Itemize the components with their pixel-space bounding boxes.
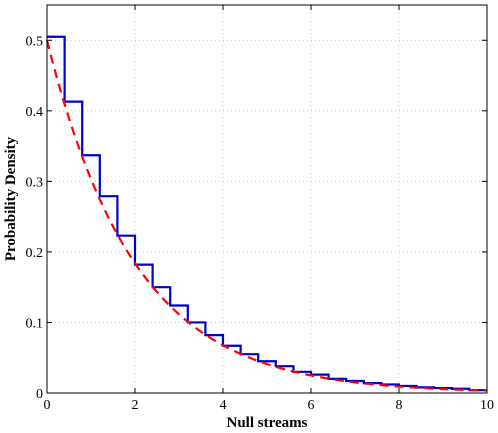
y-axis-label: Probability Density bbox=[3, 136, 19, 261]
y-tick-label: 0.4 bbox=[26, 105, 44, 120]
y-tick-label: 0.1 bbox=[26, 316, 44, 331]
y-tick-label: 0.3 bbox=[26, 175, 44, 190]
x-tick-label: 2 bbox=[132, 398, 139, 413]
x-tick-label: 10 bbox=[480, 398, 494, 413]
y-tick-label: 0 bbox=[36, 387, 43, 402]
x-tick-label: 8 bbox=[396, 398, 403, 413]
y-tick-label: 0.2 bbox=[26, 246, 44, 261]
x-tick-label: 0 bbox=[44, 398, 51, 413]
plot-frame bbox=[46, 4, 488, 394]
x-axis-label: Null streams bbox=[227, 415, 308, 431]
grid-lines bbox=[47, 5, 487, 393]
exponential-fit-curve bbox=[45, 40, 488, 392]
histogram-series bbox=[47, 35, 487, 392]
x-tick-label: 4 bbox=[220, 398, 227, 413]
x-tick-label: 6 bbox=[308, 398, 315, 413]
y-tick-label: 0.5 bbox=[26, 34, 44, 49]
ticks: 0 2 4 6 8 10 0 0.1 0.2 0.3 0.4 0.5 bbox=[26, 5, 494, 413]
series-group bbox=[45, 35, 488, 392]
